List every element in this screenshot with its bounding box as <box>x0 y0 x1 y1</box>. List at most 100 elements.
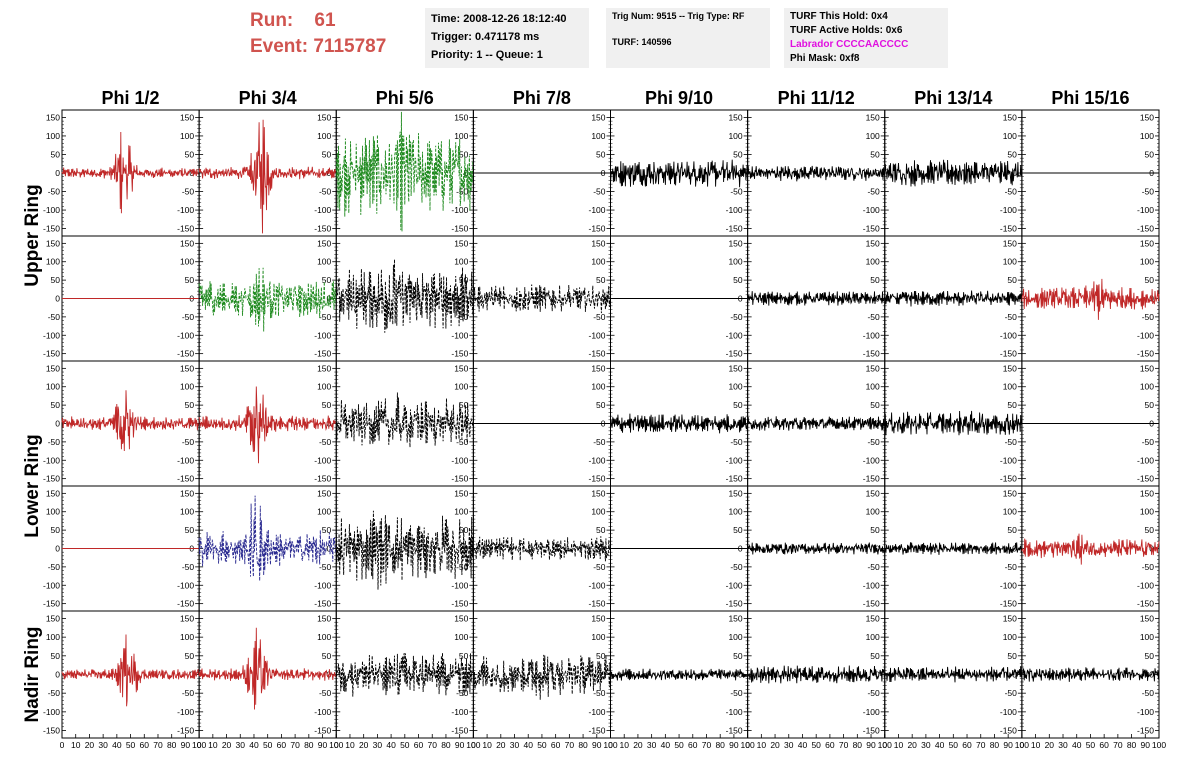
y-tick-label: -100 <box>451 205 468 215</box>
y-tick-label: 100 <box>180 382 194 392</box>
y-tick-label: -50 <box>182 187 195 197</box>
y-tick-label: 100 <box>866 507 880 517</box>
y-tick-label: 100 <box>454 382 468 392</box>
y-tick-label: 150 <box>180 112 194 122</box>
x-tick-label: 80 <box>715 740 725 750</box>
y-tick-label: -50 <box>593 562 606 572</box>
y-tick-label: 50 <box>459 275 469 285</box>
x-tick-label: 0 <box>1020 740 1025 750</box>
y-tick-label: 50 <box>185 525 195 535</box>
waveform-trace <box>472 284 611 314</box>
waveform-trace <box>335 510 474 590</box>
waveform-trace <box>335 392 474 448</box>
x-tick-label: 90 <box>866 740 876 750</box>
x-tick-label: 80 <box>853 740 863 750</box>
y-tick-label: -150 <box>1137 599 1154 609</box>
turf-active-text: TURF Active Holds: 0x6 <box>790 25 903 36</box>
y-tick-label: -100 <box>43 455 60 465</box>
x-tick-label: 50 <box>126 740 136 750</box>
y-tick-label: -100 <box>1137 330 1154 340</box>
y-tick-label: -150 <box>863 224 880 234</box>
y-tick-label: 150 <box>317 112 331 122</box>
y-tick-label: -100 <box>1137 455 1154 465</box>
y-tick-label: -100 <box>863 205 880 215</box>
y-tick-label: -100 <box>314 707 331 717</box>
y-tick-label: 100 <box>317 131 331 141</box>
y-tick-label: -50 <box>319 437 332 447</box>
phi-column-label: Phi 7/8 <box>513 88 571 108</box>
y-tick-label: 150 <box>1003 488 1017 498</box>
y-tick-label: 100 <box>317 257 331 267</box>
x-tick-label: 60 <box>825 740 835 750</box>
x-tick-label: 80 <box>578 740 588 750</box>
y-tick-label: -150 <box>314 224 331 234</box>
y-tick-label: -50 <box>1142 437 1155 447</box>
y-tick-label: 150 <box>454 488 468 498</box>
y-tick-label: -50 <box>730 312 743 322</box>
y-tick-label: 100 <box>454 257 468 267</box>
x-tick-label: 60 <box>962 740 972 750</box>
y-tick-label: 150 <box>46 363 60 373</box>
y-tick-label: 150 <box>1003 112 1017 122</box>
y-tick-label: 50 <box>1145 275 1155 285</box>
y-tick-label: -150 <box>177 224 194 234</box>
turf-info-box: TURF This Hold: 0x4 TURF Active Holds: 0… <box>784 8 948 68</box>
y-tick-label: 150 <box>1003 238 1017 248</box>
x-tick-label: 30 <box>921 740 931 750</box>
y-tick-label: 0 <box>875 544 880 554</box>
y-tick-label: 50 <box>322 149 332 159</box>
x-tick-label: 30 <box>510 740 520 750</box>
x-tick-label: 80 <box>304 740 314 750</box>
waveform-trace <box>61 390 200 452</box>
y-tick-label: -100 <box>43 707 60 717</box>
y-tick-label: -150 <box>43 349 60 359</box>
y-tick-label: 50 <box>1145 400 1155 410</box>
y-tick-label: 150 <box>180 238 194 248</box>
y-tick-label: 150 <box>591 488 605 498</box>
y-tick-label: -150 <box>451 599 468 609</box>
waveform-trace <box>747 165 886 182</box>
y-tick-label: -100 <box>43 580 60 590</box>
y-tick-label: 100 <box>728 131 742 141</box>
y-tick-label: -150 <box>177 474 194 484</box>
y-tick-label: -150 <box>314 349 331 359</box>
ring-label: Upper Ring <box>22 184 43 286</box>
time-info-box: Time: 2008-12-26 18:12:40 Trigger: 0.471… <box>425 8 589 68</box>
y-tick-label: -150 <box>177 726 194 736</box>
y-tick-label: -150 <box>1000 349 1017 359</box>
phi-column-label: Phi 13/14 <box>914 88 992 108</box>
y-tick-label: 50 <box>459 651 469 661</box>
y-tick-label: 100 <box>1140 632 1154 642</box>
y-tick-label: -50 <box>1005 437 1018 447</box>
y-tick-label: 0 <box>55 544 60 554</box>
x-tick-label: 70 <box>428 740 438 750</box>
y-tick-label: -100 <box>726 707 743 717</box>
y-tick-label: -100 <box>314 455 331 465</box>
run-label: Run: <box>250 10 294 31</box>
y-tick-label: 100 <box>46 382 60 392</box>
x-tick-label: 20 <box>85 740 95 750</box>
y-tick-label: 50 <box>1145 651 1155 661</box>
y-tick-label: -150 <box>43 224 60 234</box>
y-tick-label: 50 <box>733 525 743 535</box>
x-tick-label: 70 <box>839 740 849 750</box>
y-tick-label: -150 <box>726 349 743 359</box>
y-tick-label: 50 <box>185 149 195 159</box>
x-tick-label: 100 <box>878 740 892 750</box>
y-tick-label: 150 <box>180 613 194 623</box>
y-tick-label: 50 <box>870 525 880 535</box>
y-tick-label: 50 <box>733 149 743 159</box>
ring-label: Nadir Ring <box>22 626 43 722</box>
x-tick-label: 80 <box>990 740 1000 750</box>
y-tick-label: 50 <box>596 275 606 285</box>
y-tick-label: -150 <box>1000 599 1017 609</box>
y-tick-label: -150 <box>43 726 60 736</box>
y-tick-label: -50 <box>456 437 469 447</box>
y-tick-label: -100 <box>314 330 331 340</box>
